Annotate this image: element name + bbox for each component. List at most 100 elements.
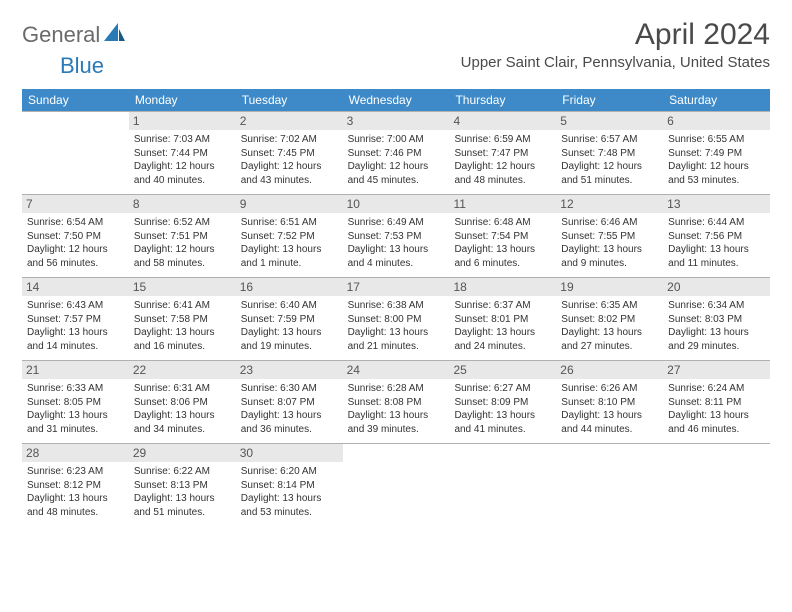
logo-text-blue: Blue: [60, 53, 104, 79]
day-info: Sunrise: 6:52 AMSunset: 7:51 PMDaylight:…: [134, 216, 231, 270]
day-cell: 12 Sunrise: 6:46 AMSunset: 7:55 PMDayligh…: [556, 195, 663, 277]
day-cell: 22 Sunrise: 6:31 AMSunset: 8:06 PMDayligh…: [129, 361, 236, 443]
day-number: 9: [236, 195, 343, 213]
day-number: 25: [449, 361, 556, 379]
day-number: 8: [129, 195, 236, 213]
day-info: Sunrise: 7:02 AMSunset: 7:45 PMDaylight:…: [241, 133, 338, 187]
logo-sail-icon: [104, 23, 126, 48]
day-cell: .: [556, 444, 663, 526]
day-number: 6: [663, 112, 770, 130]
day-cell: 25 Sunrise: 6:27 AMSunset: 8:09 PMDayligh…: [449, 361, 556, 443]
day-info: Sunrise: 6:41 AMSunset: 7:58 PMDaylight:…: [134, 299, 231, 353]
day-number: 20: [663, 278, 770, 296]
day-cell: 11 Sunrise: 6:48 AMSunset: 7:54 PMDayligh…: [449, 195, 556, 277]
header-right: April 2024 Upper Saint Clair, Pennsylvan…: [461, 18, 770, 71]
logo-text-general: General: [22, 22, 100, 48]
day-info: Sunrise: 6:24 AMSunset: 8:11 PMDaylight:…: [668, 382, 765, 436]
day-info: Sunrise: 6:34 AMSunset: 8:03 PMDaylight:…: [668, 299, 765, 353]
day-info: Sunrise: 6:46 AMSunset: 7:55 PMDaylight:…: [561, 216, 658, 270]
day-number: 19: [556, 278, 663, 296]
day-cell: 29 Sunrise: 6:22 AMSunset: 8:13 PMDayligh…: [129, 444, 236, 526]
day-cell: 26Sunrise: 6:26 AMSunset: 8:10 PMDayligh…: [556, 361, 663, 443]
day-cell: 5Sunrise: 6:57 AMSunset: 7:48 PMDaylight…: [556, 112, 663, 194]
day-cell: 1Sunrise: 7:03 AMSunset: 7:44 PMDaylight…: [129, 112, 236, 194]
day-number: 11: [449, 195, 556, 213]
day-info: Sunrise: 6:30 AMSunset: 8:07 PMDaylight:…: [241, 382, 338, 436]
weekday-header: Sunday: [22, 89, 129, 111]
day-info: Sunrise: 6:38 AMSunset: 8:00 PMDaylight:…: [348, 299, 445, 353]
day-cell: 4 Sunrise: 6:59 AMSunset: 7:47 PMDaylight…: [449, 112, 556, 194]
day-number: 24: [343, 361, 450, 379]
day-info: Sunrise: 6:33 AMSunset: 8:05 PMDaylight:…: [27, 382, 124, 436]
day-number: 4: [449, 112, 556, 130]
day-cell: 8 Sunrise: 6:52 AMSunset: 7:51 PMDaylight…: [129, 195, 236, 277]
day-info: Sunrise: 6:37 AMSunset: 8:01 PMDaylight:…: [454, 299, 551, 353]
day-cell: 24 Sunrise: 6:28 AMSunset: 8:08 PMDayligh…: [343, 361, 450, 443]
day-number: 10: [343, 195, 450, 213]
day-cell: 28 Sunrise: 6:23 AMSunset: 8:12 PMDayligh…: [22, 444, 129, 526]
day-info: Sunrise: 6:27 AMSunset: 8:09 PMDaylight:…: [454, 382, 551, 436]
day-info: Sunrise: 6:20 AMSunset: 8:14 PMDaylight:…: [241, 465, 338, 519]
day-number: 26: [556, 361, 663, 379]
weekday-header-row: Sunday Monday Tuesday Wednesday Thursday…: [22, 89, 770, 111]
location-subtitle: Upper Saint Clair, Pennsylvania, United …: [461, 54, 770, 71]
day-number: 3: [343, 112, 450, 130]
page-title: April 2024: [461, 18, 770, 52]
day-number: 2: [236, 112, 343, 130]
day-cell: 14 Sunrise: 6:43 AMSunset: 7:57 PMDayligh…: [22, 278, 129, 360]
week-row: 21Sunrise: 6:33 AMSunset: 8:05 PMDayligh…: [22, 360, 770, 443]
weekday-header: Saturday: [663, 89, 770, 111]
day-number: 23: [236, 361, 343, 379]
day-number: 14: [22, 278, 129, 296]
calendar-page: General April 2024 Upper Saint Clair, Pe…: [0, 0, 792, 526]
day-number: 15: [129, 278, 236, 296]
day-cell: 19 Sunrise: 6:35 AMSunset: 8:02 PMDayligh…: [556, 278, 663, 360]
day-cell: 3 Sunrise: 7:00 AMSunset: 7:46 PMDaylight…: [343, 112, 450, 194]
week-row: .1Sunrise: 7:03 AMSunset: 7:44 PMDayligh…: [22, 111, 770, 194]
day-info: Sunrise: 6:55 AMSunset: 7:49 PMDaylight:…: [668, 133, 765, 187]
weekday-header: Monday: [129, 89, 236, 111]
day-cell: 15 Sunrise: 6:41 AMSunset: 7:58 PMDayligh…: [129, 278, 236, 360]
day-info: Sunrise: 6:59 AMSunset: 7:47 PMDaylight:…: [454, 133, 551, 187]
day-cell: 23 Sunrise: 6:30 AMSunset: 8:07 PMDayligh…: [236, 361, 343, 443]
day-cell: 18 Sunrise: 6:37 AMSunset: 8:01 PMDayligh…: [449, 278, 556, 360]
day-number: 18: [449, 278, 556, 296]
week-row: 28 Sunrise: 6:23 AMSunset: 8:12 PMDayligh…: [22, 443, 770, 526]
day-cell: .: [343, 444, 450, 526]
weekday-header: Wednesday: [343, 89, 450, 111]
day-number: 30: [236, 444, 343, 462]
day-cell: 2 Sunrise: 7:02 AMSunset: 7:45 PMDaylight…: [236, 112, 343, 194]
day-number: 1: [129, 112, 236, 130]
day-cell: 7Sunrise: 6:54 AMSunset: 7:50 PMDaylight…: [22, 195, 129, 277]
day-number: 22: [129, 361, 236, 379]
day-number: 13: [663, 195, 770, 213]
day-cell: 20 Sunrise: 6:34 AMSunset: 8:03 PMDayligh…: [663, 278, 770, 360]
logo: General: [22, 22, 128, 48]
day-cell: 30 Sunrise: 6:20 AMSunset: 8:14 PMDayligh…: [236, 444, 343, 526]
day-number: 12: [556, 195, 663, 213]
day-info: Sunrise: 6:35 AMSunset: 8:02 PMDaylight:…: [561, 299, 658, 353]
day-cell: 16Sunrise: 6:40 AMSunset: 7:59 PMDayligh…: [236, 278, 343, 360]
day-number: 28: [22, 444, 129, 462]
week-row: 14 Sunrise: 6:43 AMSunset: 7:57 PMDayligh…: [22, 277, 770, 360]
day-info: Sunrise: 6:31 AMSunset: 8:06 PMDaylight:…: [134, 382, 231, 436]
day-info: Sunrise: 6:43 AMSunset: 7:57 PMDaylight:…: [27, 299, 124, 353]
day-info: Sunrise: 6:44 AMSunset: 7:56 PMDaylight:…: [668, 216, 765, 270]
day-info: Sunrise: 6:22 AMSunset: 8:13 PMDaylight:…: [134, 465, 231, 519]
day-number: 27: [663, 361, 770, 379]
day-cell: .: [22, 112, 129, 194]
day-cell: 13 Sunrise: 6:44 AMSunset: 7:56 PMDayligh…: [663, 195, 770, 277]
day-cell: 9Sunrise: 6:51 AMSunset: 7:52 PMDaylight…: [236, 195, 343, 277]
day-info: Sunrise: 7:00 AMSunset: 7:46 PMDaylight:…: [348, 133, 445, 187]
day-cell: .: [663, 444, 770, 526]
day-info: Sunrise: 6:48 AMSunset: 7:54 PMDaylight:…: [454, 216, 551, 270]
day-info: Sunrise: 6:49 AMSunset: 7:53 PMDaylight:…: [348, 216, 445, 270]
day-info: Sunrise: 6:54 AMSunset: 7:50 PMDaylight:…: [27, 216, 124, 270]
calendar-grid: Sunday Monday Tuesday Wednesday Thursday…: [22, 89, 770, 526]
day-number: 29: [129, 444, 236, 462]
day-cell: .: [449, 444, 556, 526]
day-number: 17: [343, 278, 450, 296]
day-info: Sunrise: 6:57 AMSunset: 7:48 PMDaylight:…: [561, 133, 658, 187]
day-info: Sunrise: 6:23 AMSunset: 8:12 PMDaylight:…: [27, 465, 124, 519]
day-info: Sunrise: 6:28 AMSunset: 8:08 PMDaylight:…: [348, 382, 445, 436]
